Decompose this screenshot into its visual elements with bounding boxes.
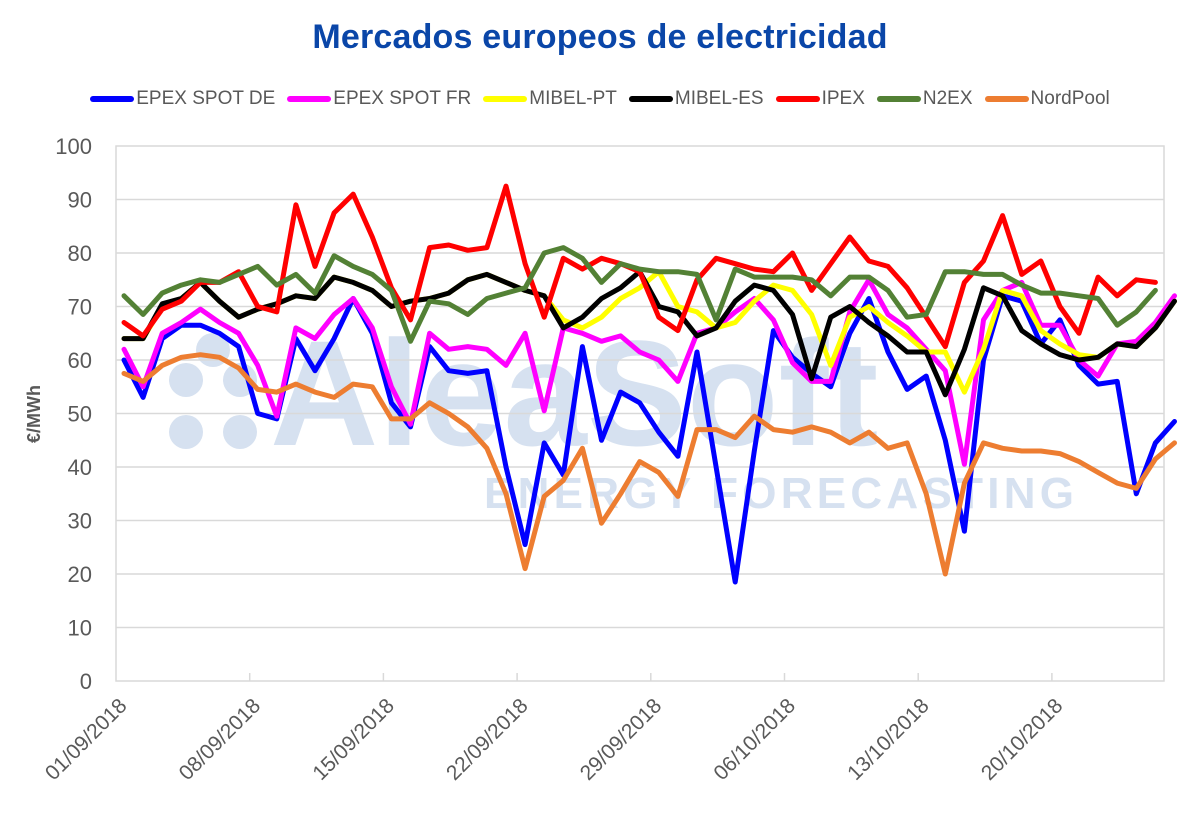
legend-swatch	[287, 96, 332, 102]
x-tick-label: 22/09/2018	[442, 694, 533, 785]
series-lines	[121, 183, 1177, 585]
y-tick-label: 90	[68, 188, 92, 213]
x-tick-label: 13/10/2018	[843, 694, 934, 785]
legend-label: IPEX	[821, 88, 865, 109]
y-tick-label: 80	[68, 241, 92, 266]
y-tick-label: 100	[55, 134, 92, 159]
legend-item: EPEX SPOT FR	[287, 88, 471, 110]
y-tick-label: 40	[68, 455, 92, 480]
y-tick-label: 60	[68, 348, 92, 373]
y-tick-label: 10	[68, 616, 92, 641]
x-tick-label: 29/09/2018	[576, 694, 667, 785]
series-line-ipex	[121, 183, 1158, 350]
legend-item: NordPool	[984, 88, 1110, 110]
legend-label: MIBEL-ES	[674, 88, 764, 109]
legend-label: MIBEL-PT	[529, 88, 617, 109]
watermark-dot	[169, 363, 203, 397]
legend-label: N2EX	[922, 88, 973, 109]
series-line-nordpool	[121, 352, 1177, 577]
watermark-dot	[223, 415, 257, 449]
legend-swatch	[876, 96, 921, 102]
y-tick-label: 70	[68, 295, 92, 320]
y-tick-label: 50	[68, 402, 92, 427]
x-tick-label: 01/09/2018	[41, 694, 132, 785]
y-tick-label: 20	[68, 562, 92, 587]
legend-swatch	[984, 96, 1029, 102]
x-tick-label: 15/09/2018	[308, 694, 399, 785]
legend-label: EPEX SPOT DE	[136, 88, 276, 109]
y-axis-label: €/MWh	[24, 385, 44, 443]
legend-item: MIBEL-ES	[628, 88, 764, 110]
legend-item: N2EX	[876, 88, 973, 110]
x-tick-label: 20/10/2018	[977, 694, 1068, 785]
legend-item: MIBEL-PT	[483, 88, 617, 110]
x-tick-label: 06/10/2018	[709, 694, 800, 785]
x-axis: 01/09/2018 08/09/2018 15/09/2018 22/09/2018…	[41, 673, 1067, 785]
legend-swatch	[90, 96, 135, 102]
y-axis: 0 10 20 30 40 50 60 70 80 90 100	[55, 134, 92, 694]
y-tick-label: 0	[80, 669, 92, 694]
x-tick-label: 08/09/2018	[175, 694, 266, 785]
legend: EPEX SPOT DE EPEX SPOT FR MIBEL-PT MIBEL-ES…	[0, 88, 1200, 110]
y-tick-label: 30	[68, 509, 92, 534]
legend-swatch	[628, 96, 673, 102]
legend-item: EPEX SPOT DE	[90, 88, 275, 110]
legend-item: IPEX	[775, 88, 865, 110]
legend-swatch	[483, 96, 528, 102]
watermark-dot	[169, 415, 203, 449]
legend-label: NordPool	[1030, 88, 1110, 109]
legend-swatch	[775, 96, 820, 102]
series-line-n2ex	[121, 245, 1158, 344]
legend-label: EPEX SPOT FR	[333, 88, 472, 109]
chart-title: Mercados europeos de electricidad	[312, 18, 888, 56]
